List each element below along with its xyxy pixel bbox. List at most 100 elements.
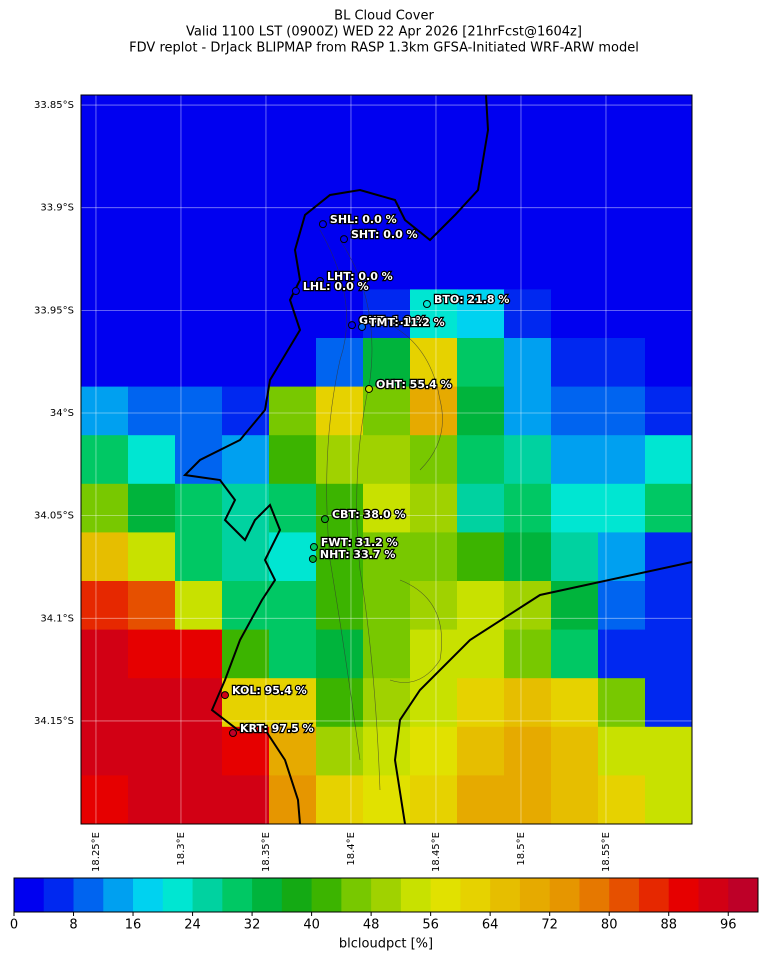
cloud-cell xyxy=(269,726,317,776)
station-marker xyxy=(308,554,317,563)
x-tick-label: 18.55°E xyxy=(601,832,612,872)
cloud-cell xyxy=(316,289,364,339)
station-label: LHL: 0.0 % xyxy=(303,280,369,293)
cloud-cell xyxy=(504,581,552,631)
cloud-cell xyxy=(410,338,458,388)
cloud-cell xyxy=(598,435,646,485)
cloud-cell xyxy=(410,435,458,485)
cloud-cell xyxy=(457,338,505,388)
cloud-cell xyxy=(410,95,458,145)
cloud-cell xyxy=(457,678,505,728)
station-label: BTO: 21.8 % xyxy=(434,293,509,306)
cloud-cell xyxy=(551,726,599,776)
colorbar-segment xyxy=(103,878,134,912)
colorbar-segment xyxy=(698,878,729,912)
cloud-cell xyxy=(645,532,693,582)
cloud-cell xyxy=(504,338,552,388)
cloud-cell xyxy=(410,629,458,679)
cloud-cell xyxy=(316,483,364,533)
cloud-cell xyxy=(598,483,646,533)
colorbar-segment xyxy=(460,878,491,912)
cloud-cell xyxy=(598,386,646,436)
cloud-cell xyxy=(410,726,458,776)
station-marker xyxy=(316,276,325,285)
cloud-cell xyxy=(504,192,552,242)
station-marker xyxy=(339,235,348,244)
colorbar-label: blcloudpct [%] xyxy=(339,937,433,952)
cloud-cell xyxy=(551,678,599,728)
colorbar-segment xyxy=(668,878,699,912)
cloud-cell xyxy=(316,678,364,728)
cloud-cell xyxy=(410,678,458,728)
colorbar-segment xyxy=(400,878,432,912)
cloud-cell xyxy=(551,435,599,485)
cloud-cell xyxy=(645,95,693,145)
colorbar-tick-label: 32 xyxy=(244,918,261,933)
cloud-cell xyxy=(316,435,364,485)
colorbar-segment xyxy=(162,878,193,912)
contour xyxy=(379,319,443,471)
cloud-cell xyxy=(363,240,411,290)
title-line: BL Cloud Cover xyxy=(334,9,434,24)
cloud-cell xyxy=(269,435,317,485)
graticule xyxy=(81,95,692,824)
colorbar-segment xyxy=(549,878,580,912)
cloud-cell xyxy=(269,629,317,679)
boundary xyxy=(393,561,693,825)
cloud-cell xyxy=(81,629,129,679)
colorbar-segment xyxy=(73,878,104,912)
cloud-cell xyxy=(128,192,176,242)
cloud-cell xyxy=(128,143,176,193)
station-marker xyxy=(220,691,229,700)
cloud-cell xyxy=(598,143,646,193)
cloud-cell xyxy=(81,678,129,728)
colorbar-tick-label: 40 xyxy=(303,918,320,933)
cloud-cell xyxy=(128,289,176,339)
contour xyxy=(339,239,381,791)
cloud-cell xyxy=(551,289,599,339)
cloud-cell xyxy=(316,775,364,825)
cloud-cell xyxy=(222,240,270,290)
cloud-cell xyxy=(504,289,552,339)
cloud-cell xyxy=(645,143,693,193)
cloud-cell xyxy=(551,775,599,825)
cloud-cell xyxy=(457,289,505,339)
station-label: FWT: 31.2 % xyxy=(321,536,398,549)
colorbar-segment xyxy=(43,878,74,912)
cloud-cell xyxy=(175,775,223,825)
cloud-cell xyxy=(363,95,411,145)
coast-west xyxy=(182,94,490,825)
cloud-cell xyxy=(81,240,129,290)
cloud-cell xyxy=(645,726,693,776)
cloud-cell xyxy=(222,338,270,388)
cloud-cell xyxy=(128,338,176,388)
cloud-cell xyxy=(175,338,223,388)
title-line: Valid 1100 LST (0900Z) WED 22 Apr 2026 [… xyxy=(186,25,582,40)
cloud-cell xyxy=(316,338,364,388)
cloud-cell xyxy=(81,338,129,388)
station-label: LHT: 0.0 % xyxy=(327,270,393,283)
cloud-cell xyxy=(410,143,458,193)
y-tick-label: 33.85°S xyxy=(34,100,74,111)
cloud-cell xyxy=(457,775,505,825)
cloud-cell xyxy=(645,240,693,290)
cloud-cell xyxy=(504,435,552,485)
cloud-cell xyxy=(410,775,458,825)
colorbar-segment xyxy=(609,878,640,912)
cloud-cell xyxy=(457,435,505,485)
cloud-cell xyxy=(598,678,646,728)
cloud-cell xyxy=(316,386,364,436)
cloud-cell xyxy=(504,483,552,533)
colorbar-segment xyxy=(192,878,223,912)
cloud-cell xyxy=(551,581,599,631)
cloud-cell xyxy=(316,143,364,193)
cloud-cell xyxy=(504,775,552,825)
stations: SHL: 0.0 % SHT: 0.0 % LHT: 0.0 %LHL: 0.0 %… xyxy=(220,212,511,738)
colorbar-tick-label: 88 xyxy=(660,918,677,933)
cloud-cell xyxy=(645,775,693,825)
x-tick-label: 18.25°E xyxy=(91,832,102,872)
cloud-cell xyxy=(410,386,458,436)
cloud-cell xyxy=(81,143,129,193)
cloud-cell xyxy=(504,386,552,436)
